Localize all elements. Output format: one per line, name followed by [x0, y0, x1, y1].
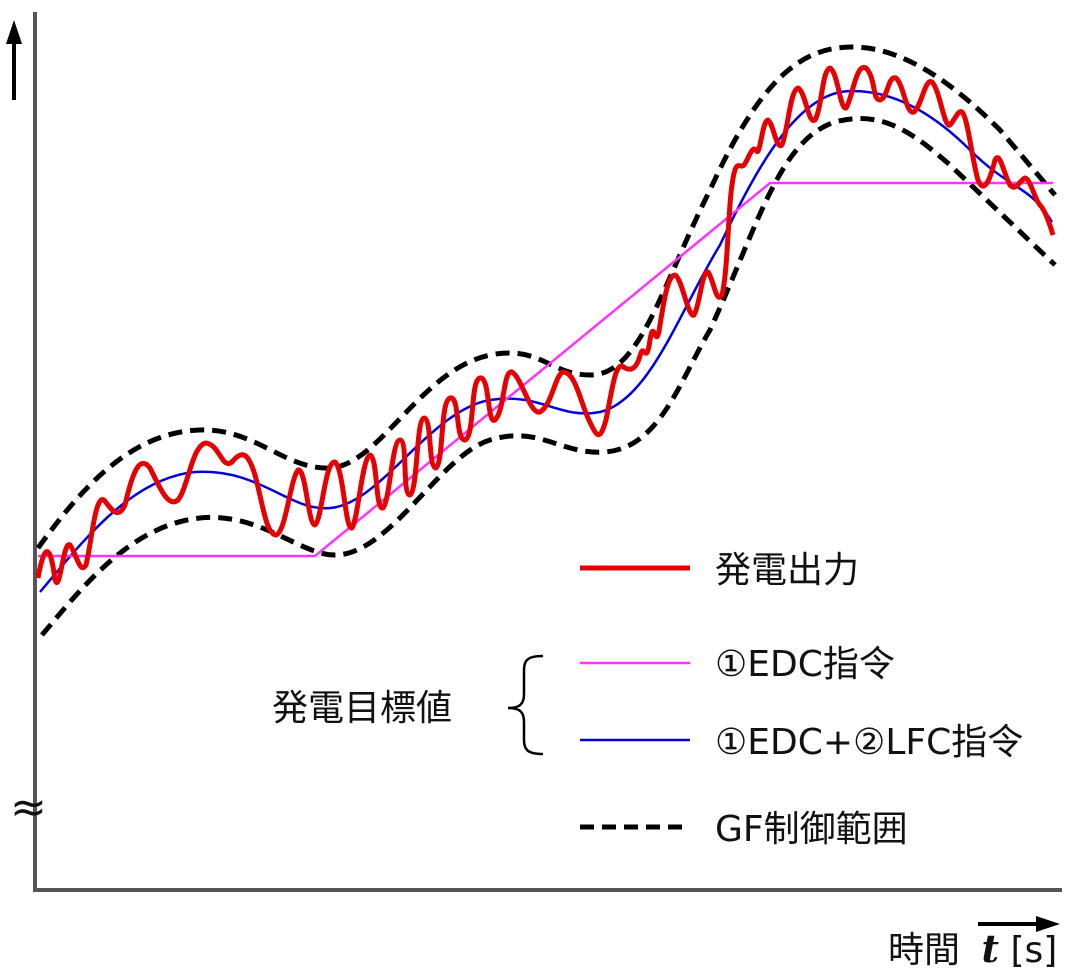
legend-label-edc: ①EDC指令	[715, 644, 895, 685]
gf-band-lower	[40, 116, 1057, 637]
legend-label-gf-band: GF制御範囲	[715, 809, 908, 850]
axis-break-mark: ≈	[10, 782, 47, 833]
legend-group-brace	[507, 654, 544, 756]
generator-output-line	[35, 65, 1056, 586]
edc-command-line	[38, 181, 1053, 558]
x-axis-label: 時間 t [s]	[888, 926, 1057, 969]
x-axis-label-unit: [s]	[1010, 930, 1057, 969]
x-axis-label-text: 時間	[888, 930, 960, 969]
up-arrow-icon	[6, 20, 22, 100]
edc-lfc-command-line	[39, 89, 1054, 593]
gf-band-upper	[35, 44, 1057, 550]
legend-label-edc-lfc: ①EDC+②LFC指令	[715, 722, 1023, 763]
x-axis-label-var: t	[981, 926, 999, 969]
legend-group-label: 発電目標値	[272, 688, 452, 729]
right-arrow-icon	[978, 916, 1060, 932]
legend-label-output: 発電出力	[715, 550, 859, 591]
